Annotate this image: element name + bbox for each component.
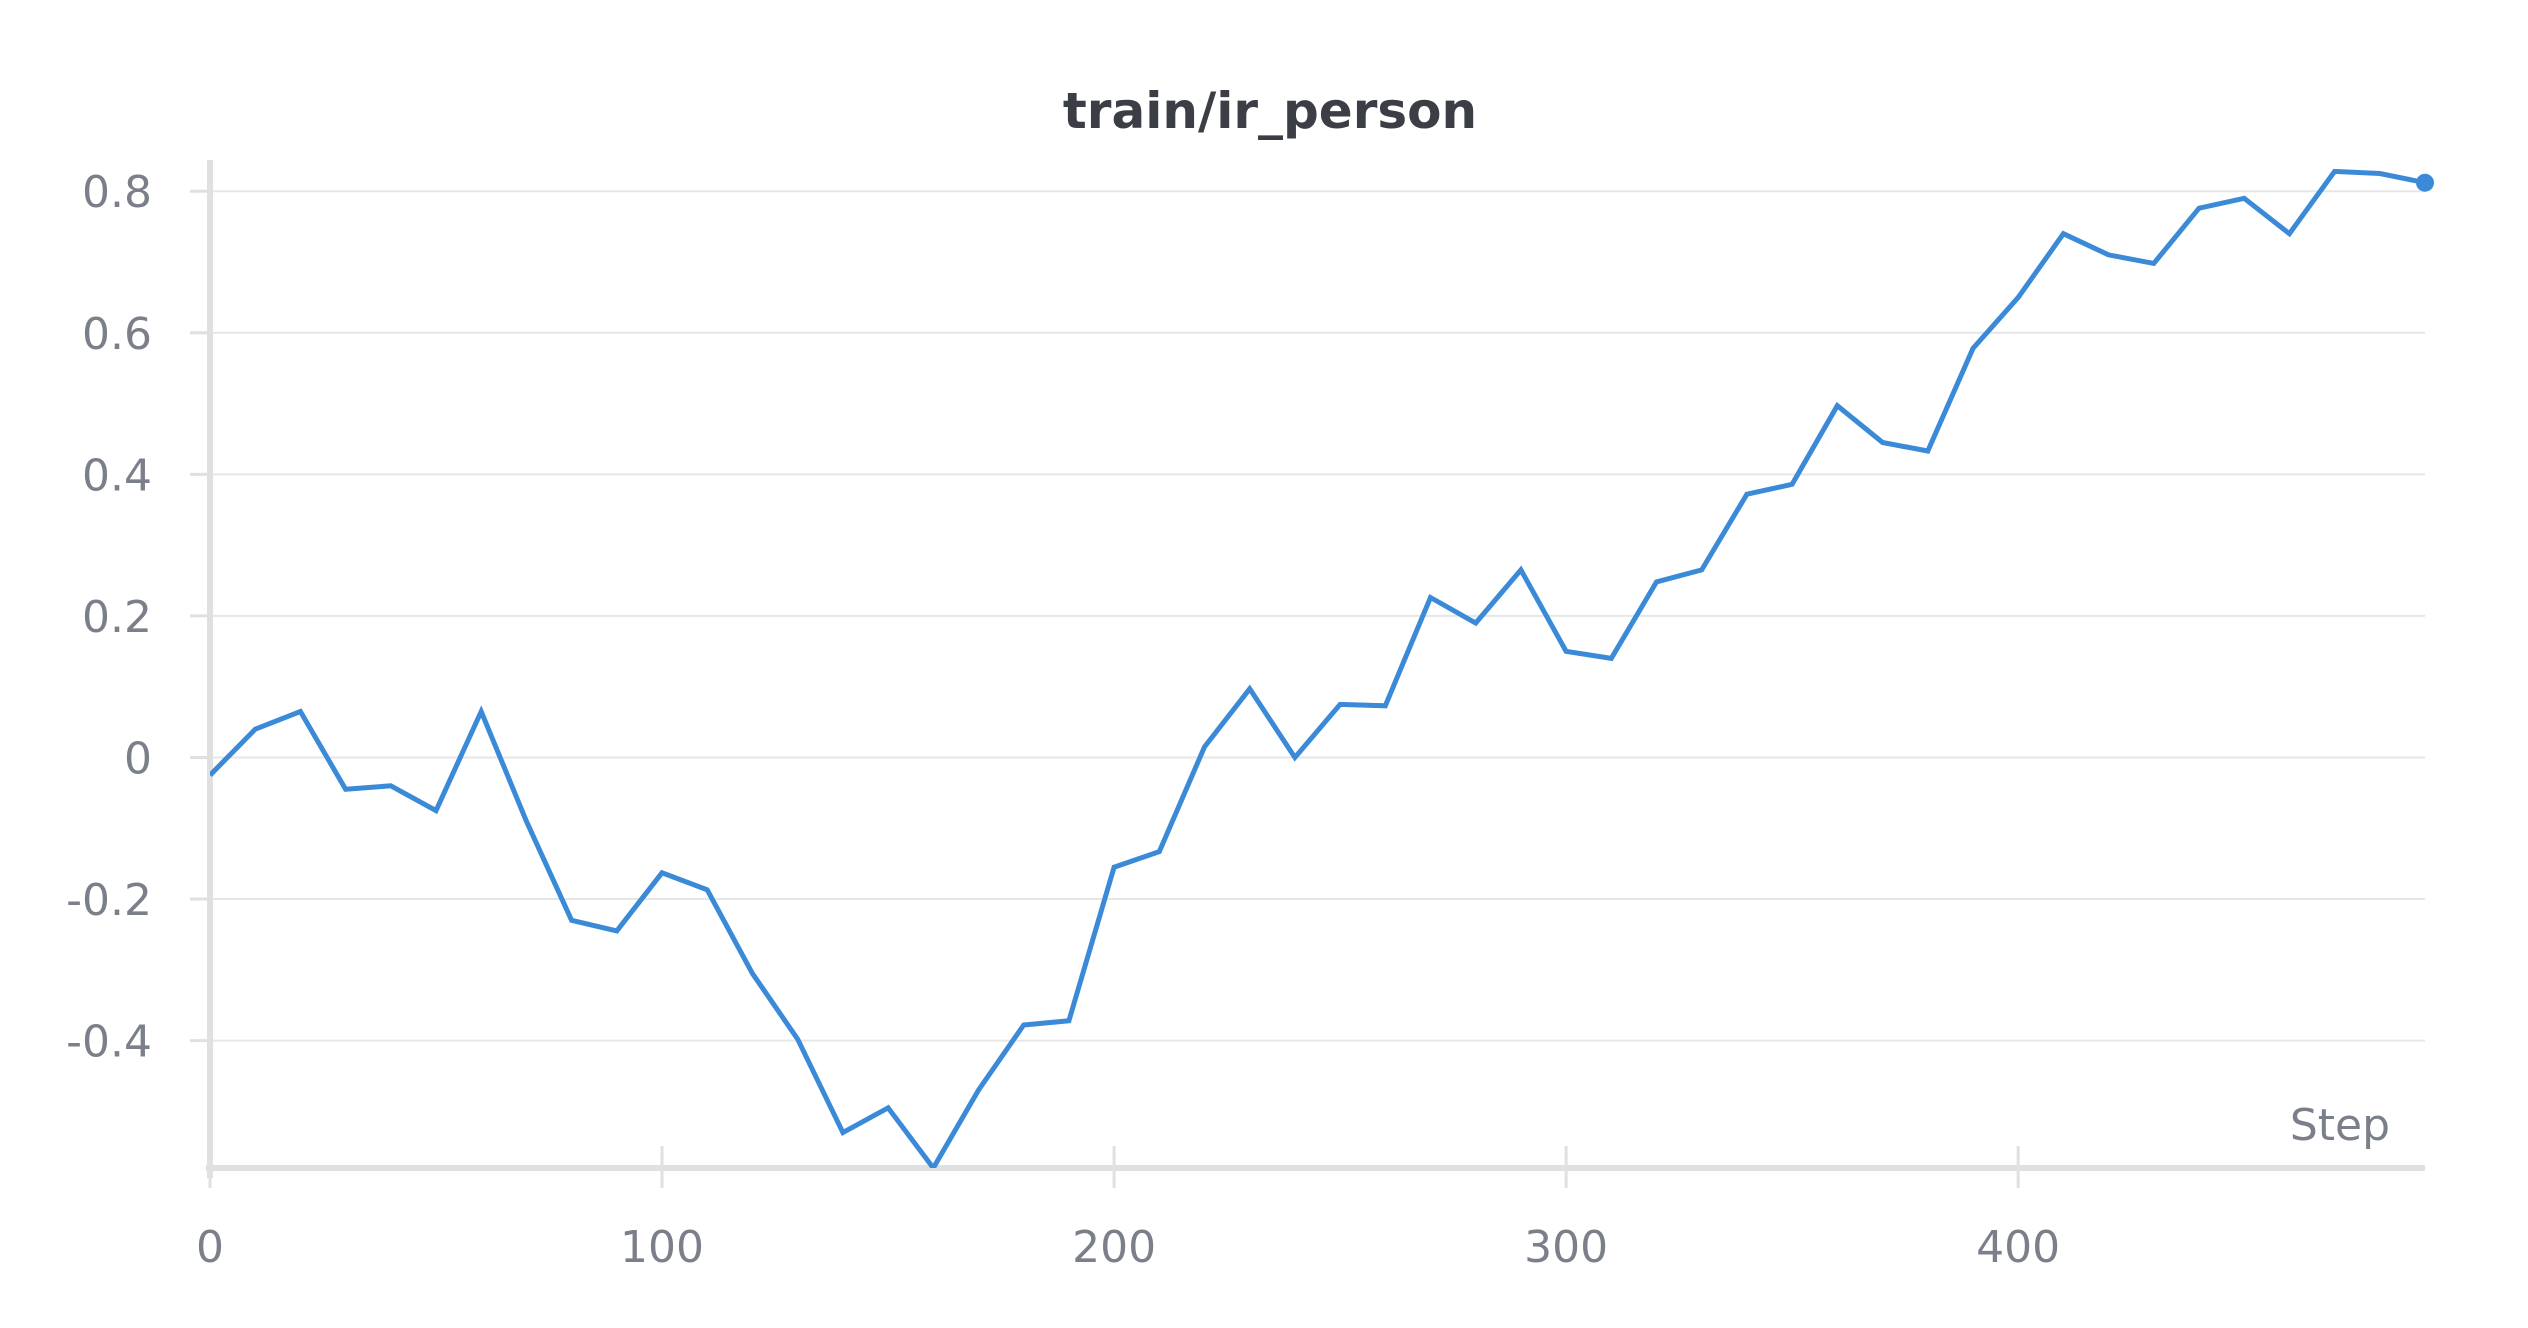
tick-labels: 0.8 0.6 0.4 0.2 0 -0.2 -0.4 0 100 200 300 400 xyxy=(66,167,2060,1273)
series-layer xyxy=(210,168,2434,1168)
x-axis-title: Step xyxy=(2290,1100,2390,1151)
y-tick-label: -0.2 xyxy=(66,875,152,926)
y-tick-label: 0 xyxy=(124,733,152,784)
x-tick-label: 400 xyxy=(1976,1222,2060,1273)
y-tick-label: 0.8 xyxy=(82,167,152,218)
axes xyxy=(190,160,2425,1188)
x-tick-label: 300 xyxy=(1524,1222,1608,1273)
y-tick-label: 0.6 xyxy=(82,309,152,360)
chart-title: train/ir_person xyxy=(1063,82,1477,140)
series-line xyxy=(210,168,2426,1168)
x-tick-label: 100 xyxy=(620,1222,704,1273)
y-tick-label: 0.2 xyxy=(82,592,152,643)
y-tick-label: 0.4 xyxy=(82,450,152,501)
x-tick-label: 200 xyxy=(1072,1222,1156,1273)
y-tick-label: -0.4 xyxy=(66,1017,152,1068)
x-tick-label: 0 xyxy=(196,1222,224,1273)
grid-lines xyxy=(210,190,2425,1042)
series-end-point xyxy=(2416,173,2434,192)
